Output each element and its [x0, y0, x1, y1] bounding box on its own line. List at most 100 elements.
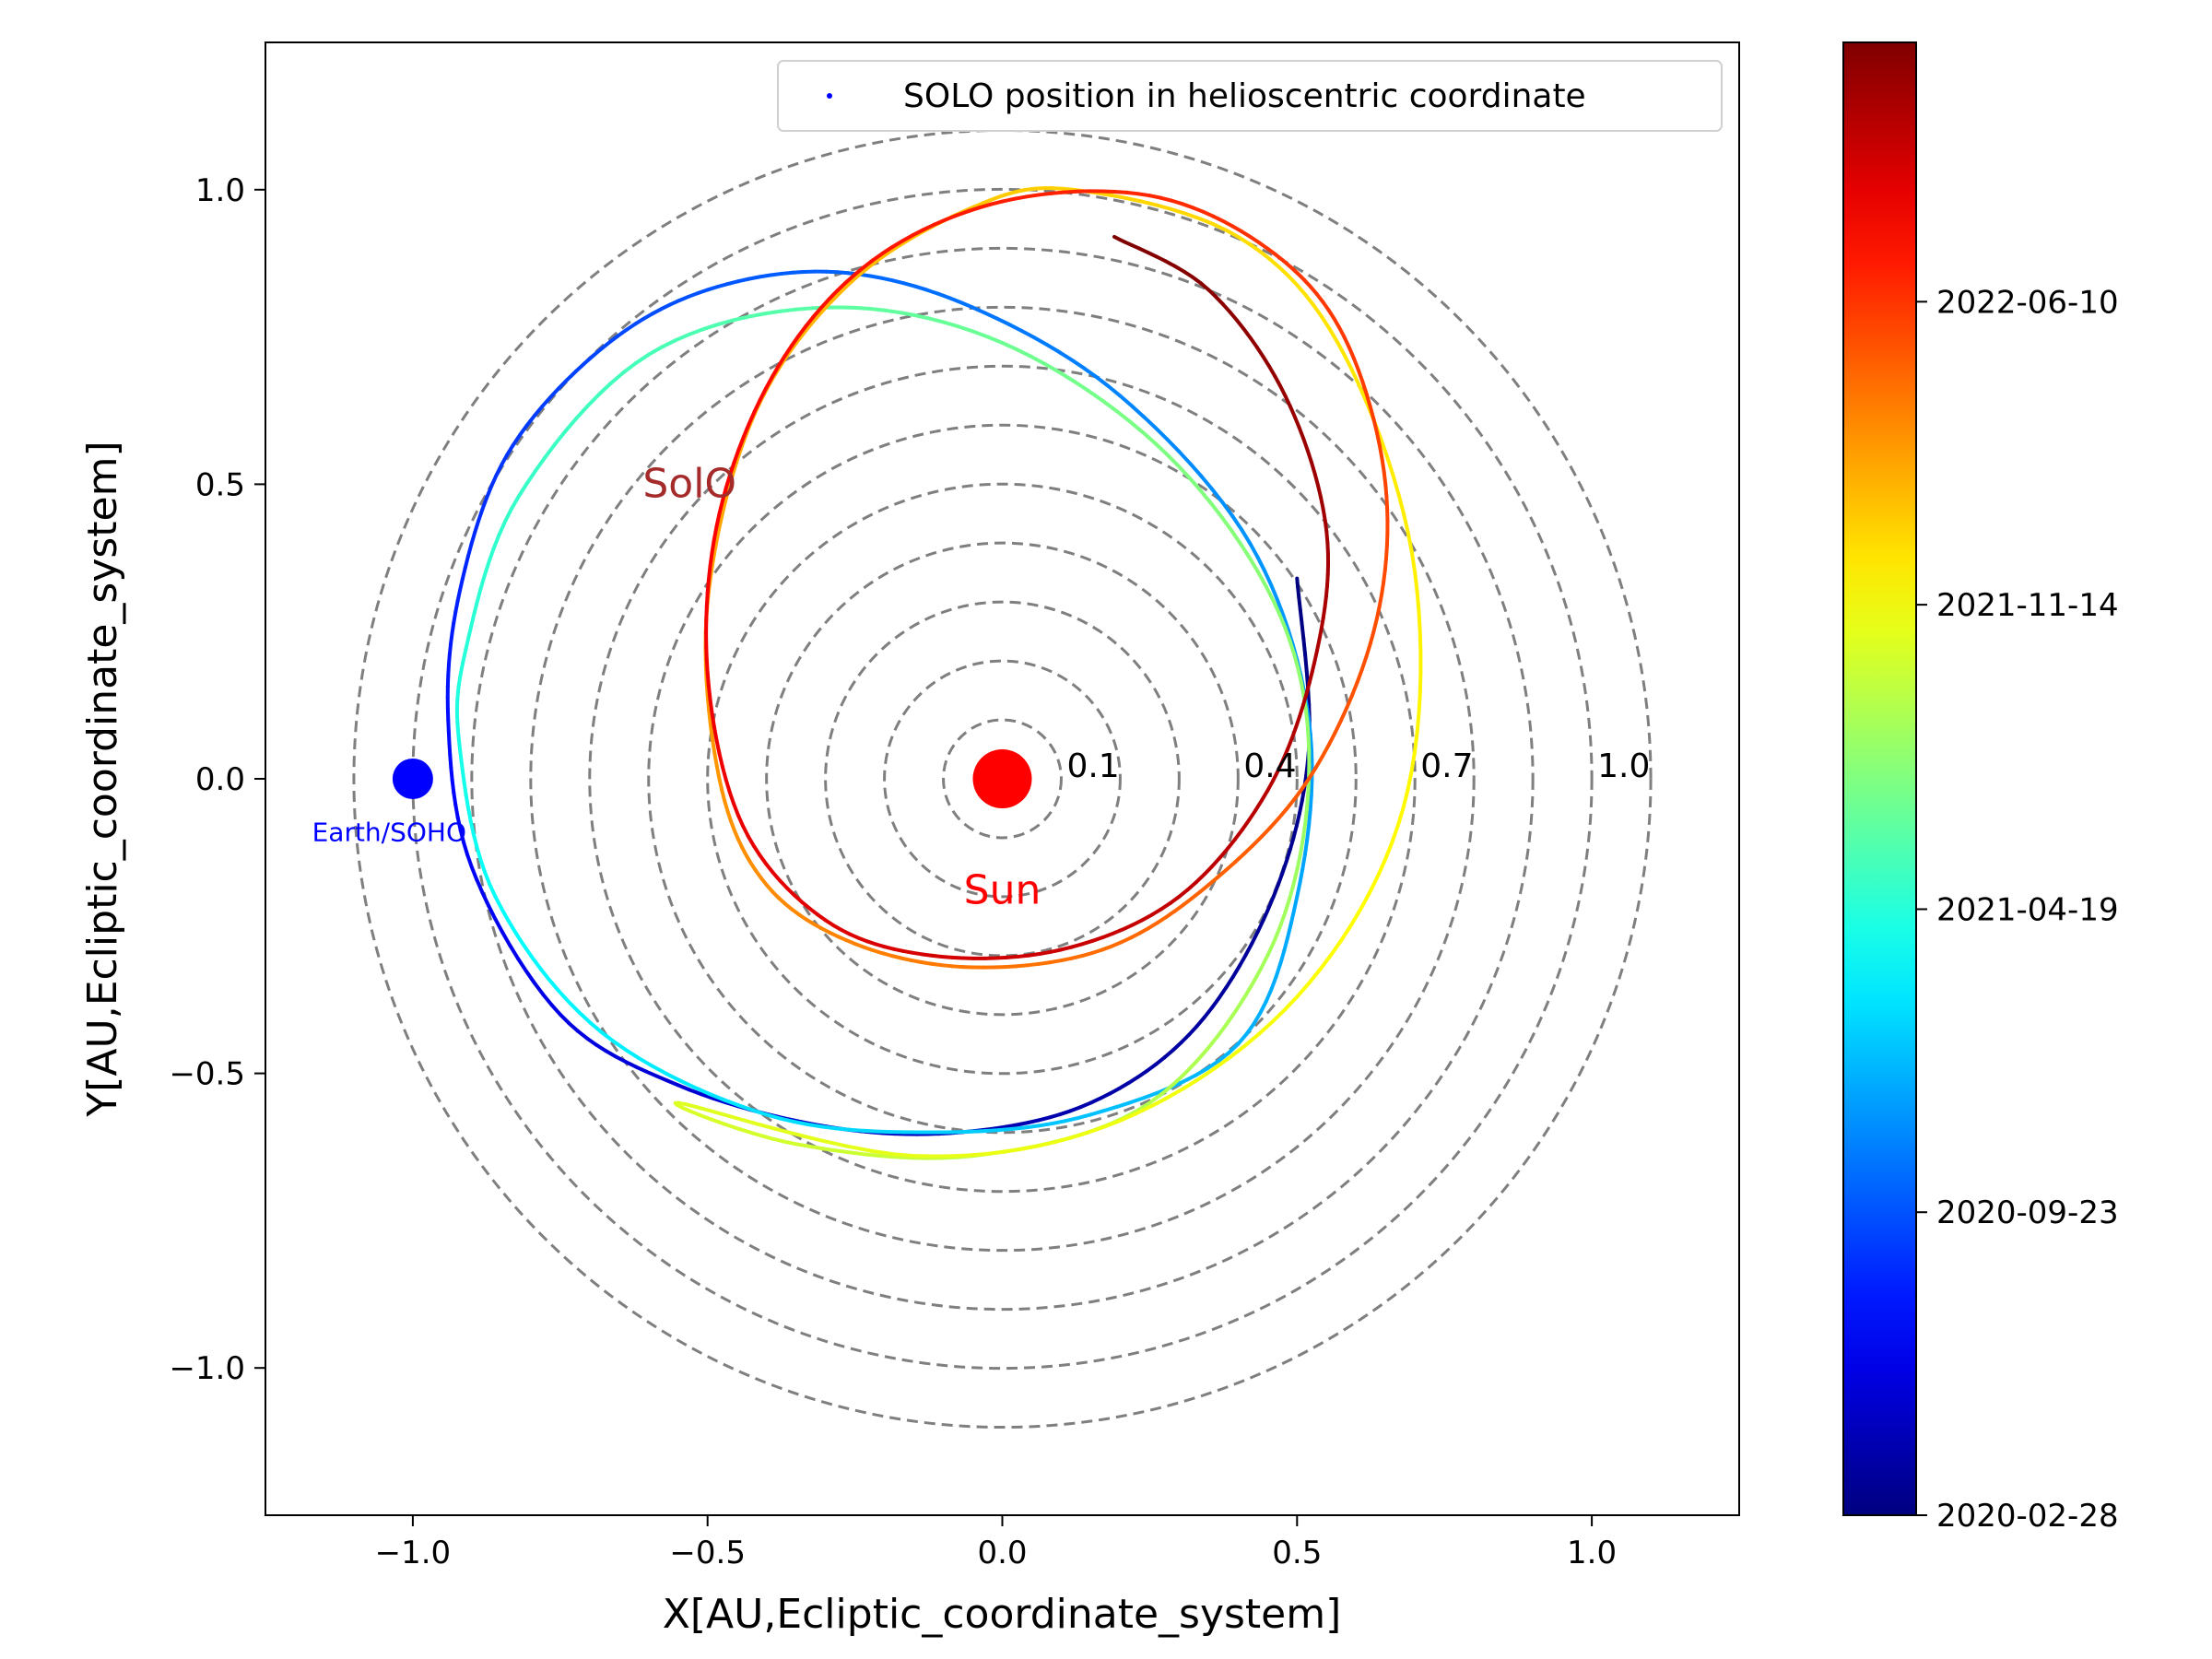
trajectory-segment [900, 233, 915, 243]
trajectory-segment [1382, 556, 1389, 572]
trajectory-segment [458, 577, 465, 593]
trajectory-segment [1417, 690, 1422, 715]
reference-ring [647, 423, 1358, 1135]
trajectory-segment [1283, 994, 1300, 1012]
trajectory-segment [543, 442, 557, 460]
reference-ring [883, 659, 1122, 899]
trajectory-segment [1295, 283, 1308, 297]
trajectory-segment [506, 918, 518, 935]
trajectory-segment [1360, 380, 1369, 396]
trajectory-segment [529, 954, 543, 971]
trajectory-segment [1307, 807, 1312, 828]
trajectory-segment [458, 828, 466, 845]
trajectory-segment [573, 361, 587, 373]
trajectory-segment [1141, 415, 1158, 430]
trajectory-segment [697, 1112, 713, 1122]
trajectory-segment [673, 332, 692, 343]
trajectory-segment [1277, 383, 1288, 398]
trajectory-segment [1297, 798, 1304, 816]
trajectory-segment [1305, 823, 1312, 842]
trajectory-segment [1284, 797, 1297, 811]
ring-label: 0.4 [1243, 747, 1296, 785]
trajectory-segment [465, 853, 474, 869]
trajectory-segment [1303, 707, 1310, 725]
trajectory-segment [478, 857, 488, 875]
trajectory-segment [1003, 964, 1018, 970]
ring-label: 0.7 [1420, 747, 1473, 785]
trajectory-segment [1253, 798, 1264, 813]
trajectory-segment [1168, 206, 1187, 216]
trajectory-segment [1243, 941, 1254, 957]
trajectory-segment [1217, 1051, 1231, 1063]
trajectory-segment [1284, 847, 1292, 864]
trajectory-segment [1069, 1130, 1090, 1140]
trajectory-segment [1024, 193, 1041, 199]
trajectory-segment [1297, 595, 1302, 612]
trajectory-segment [594, 1042, 608, 1053]
trajectory-segment [1298, 702, 1305, 719]
trajectory-segment [868, 274, 884, 280]
trajectory-segment [633, 1065, 648, 1074]
trajectory-segment [1076, 1112, 1093, 1121]
trajectory-segment [480, 496, 488, 512]
trajectory-segment [1225, 1008, 1239, 1026]
trajectory-segment [1206, 876, 1219, 888]
trajectory-segment [898, 311, 917, 318]
trajectory-segment [1367, 875, 1380, 896]
trajectory-segment [1247, 808, 1258, 822]
trajectory-segment [709, 1117, 727, 1126]
trajectory-segment [503, 506, 514, 524]
trajectory-segment [1368, 405, 1376, 422]
trajectory-segment [977, 202, 993, 210]
trajectory-segment [1256, 1020, 1275, 1037]
trajectory-segment [654, 1074, 669, 1083]
trajectory-segment [1277, 265, 1290, 278]
trajectory-segment [894, 1155, 914, 1160]
trajectory-segment [1283, 896, 1292, 915]
trajectory-segment [1114, 409, 1133, 424]
trajectory-segment [1224, 860, 1237, 872]
solo-label: SolO [642, 460, 736, 507]
trajectory-segment [1377, 593, 1384, 609]
trajectory-segment [1118, 394, 1135, 408]
trajectory-segment [752, 398, 762, 415]
trajectory-segment [1288, 908, 1297, 926]
trajectory-segment [446, 729, 452, 746]
trajectory-segment [889, 239, 904, 250]
trajectory-segment [497, 519, 508, 537]
trajectory-segment [921, 222, 936, 232]
trajectory-segment [966, 1151, 988, 1158]
trajectory-segment [727, 460, 736, 477]
trajectory-segment [567, 1000, 582, 1015]
trajectory-segment [1236, 1032, 1249, 1046]
x-tick-label: 0.0 [977, 1535, 1027, 1571]
trajectory-segment [835, 270, 851, 276]
x-tick-label: 0.5 [1272, 1535, 1322, 1571]
trajectory-segment [1230, 529, 1243, 547]
trajectory-segment [604, 1049, 618, 1059]
trajectory-segment [1224, 228, 1241, 239]
trajectory-segment [1153, 441, 1170, 457]
trajectory-segment [737, 1126, 757, 1135]
trajectory-segment [1197, 1066, 1218, 1081]
trajectory-segment [460, 565, 467, 582]
trajectory-segment [781, 1139, 798, 1147]
trajectory-segment [1415, 590, 1421, 614]
trajectory-segment [484, 485, 493, 500]
trajectory-segment [1313, 754, 1324, 771]
trajectory-segment [726, 470, 735, 491]
trajectory-segment [727, 790, 736, 806]
trajectory-segment [724, 473, 732, 490]
trajectory-segment [769, 271, 784, 277]
trajectory-segment [898, 236, 912, 248]
trajectory-segment [1062, 189, 1079, 194]
trajectory-segment [447, 741, 453, 758]
trajectory-segment [1265, 939, 1277, 958]
trajectory-segment [1412, 730, 1419, 755]
trajectory-segment [1047, 1112, 1063, 1120]
trajectory-segment [596, 381, 614, 396]
trajectory-segment [1286, 736, 1294, 751]
trajectory-segment [762, 309, 782, 316]
trajectory-segment [927, 316, 947, 324]
